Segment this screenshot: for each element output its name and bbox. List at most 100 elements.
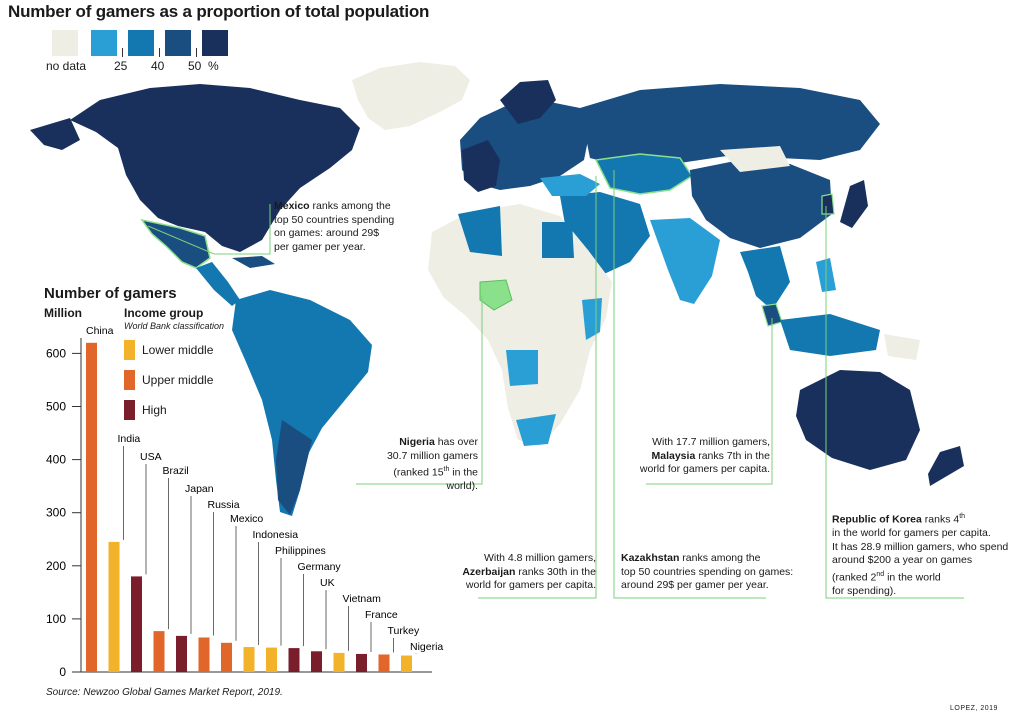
annotation-text: in the world). [446,466,478,493]
bar-label-usa: USA [140,451,162,463]
bar-label-nigeria: Nigeria [410,641,443,653]
annotation-text: ranks 4 [921,513,960,526]
nigeria [479,279,513,311]
annotation-malaysia: With 17.7 million gamers, Malaysia ranks… [628,436,770,477]
leader-korea [825,206,964,599]
bar-vietnam [333,652,345,672]
kazakhstan [594,153,694,195]
annotation-text: top 50 countries spending [274,213,395,226]
income-group-subtitle: World Bank classification [124,321,225,331]
y-tick-label: 500 [46,400,66,414]
bar-germany [288,648,300,672]
bar-japan [176,635,187,672]
annotation-kazakhstan: Kazakhstan ranks among the top 50 countr… [621,552,793,593]
bar-label-mexico: Mexico [230,513,263,525]
legend-swatch-no-data [52,30,78,56]
bar-brazil [153,631,165,672]
income-label-high: High [142,403,167,417]
africa [428,204,612,446]
leader-kazakhstan [613,170,766,599]
papua [884,334,920,360]
bar-france [356,653,367,672]
income-swatch-upper-middle [124,370,135,390]
new-zealand [928,446,964,486]
annotation-text: With 17.7 million gamers, [652,436,770,448]
bar-nigeria [401,655,412,672]
annotation-sup: nd [876,570,885,578]
central-america [196,262,240,306]
annotation-leaders [147,170,964,599]
bar-label-japan: Japan [185,483,214,495]
y-tick-labels: 0 100 200 300 400 500 600 [46,346,66,679]
scandinavia [500,80,556,124]
western-europe [462,140,500,192]
annotation-mexico: Mexico ranks among the top 50 countries … [274,200,394,254]
bar-label-turkey: Turkey [388,625,420,637]
annotation-text: ranks among the [309,200,391,212]
chart-title: Number of gamers [44,285,177,302]
bar-philippines [266,647,277,672]
bar-indonesia [243,647,255,672]
annotation-text: 30.7 million gamers [386,449,478,462]
annotation-text: top 50 countries spending on games: [621,565,794,578]
legend-swatch-lt25 [91,30,117,56]
annotation-text: world for gamers per capita. [639,463,770,475]
annotation-text: (ranked 2 [832,571,877,583]
annotation-azerbaijan: With 4.8 million gamers, Azerbaijan rank… [460,552,596,593]
north-america [70,84,360,252]
leader-azerbaijan [478,176,597,599]
bar-uk [311,651,322,672]
annotation-text: has over [434,436,478,448]
y-tick-label: 0 [59,665,66,679]
credit: LOPEZ, 2019 [950,705,998,712]
bar-mexico [221,642,232,672]
annotation-text: It has 28.9 million gamers, who spend [832,540,1009,553]
chart-unit: Million [44,306,82,320]
mongolia [720,146,790,172]
y-tick-label: 200 [46,559,66,573]
annotation-text: for spending). [832,584,897,597]
y-tick-label: 100 [46,612,66,626]
greenland [352,62,470,130]
annotation-kazakhstan-bold: Kazakhstan [621,552,680,564]
annotation-text: in the world [884,571,941,583]
legend-label-25: 25 [114,59,128,73]
annotation-korea-bold: Republic of Korea [832,513,922,526]
legend-label-40: 40 [151,59,165,73]
leader-mexico [147,204,271,255]
china [690,160,832,248]
bar-leaders [123,446,417,654]
y-tick-label: 300 [46,506,66,520]
annotation-text: ranks 7th in the [695,449,770,462]
bar-label-india: India [118,433,141,445]
bar-india [108,541,120,672]
east-africa [582,298,602,340]
y-tick-label: 400 [46,453,66,467]
annotation-malaysia-bold: Malaysia [651,449,696,462]
bars [86,342,412,672]
south-africa [516,414,556,446]
bar-turkey [378,654,390,672]
bar-label-indonesia: Indonesia [253,529,299,541]
legend-swatch-40-50 [165,30,191,56]
legend-label-50: 50 [188,59,202,73]
annotation-nigeria-bold: Nigeria [399,436,435,448]
bar-label-china: China [86,325,114,337]
annotation-text: With 4.8 million gamers, [483,552,596,564]
annotation-text: per gamer per year. [274,240,366,253]
russia [580,84,880,166]
annotation-korea: Republic of Korea ranks 4th in the world… [832,510,1008,598]
legend-swatch-25-40 [128,30,154,56]
korea [821,193,835,215]
annotation-text: around $200 a year on games [832,554,973,566]
income-label-upper-middle: Upper middle [142,373,214,387]
bar-label-germany: Germany [298,561,342,573]
annotation-text: world for gamers per capita. [465,579,596,591]
source-note: Source: Newzoo Global Games Market Repor… [46,687,283,698]
leader-nigeria [356,296,483,485]
south-america-south [276,420,312,515]
annotation-text: ranks 30th in the [515,565,596,578]
bar-china [86,342,97,672]
